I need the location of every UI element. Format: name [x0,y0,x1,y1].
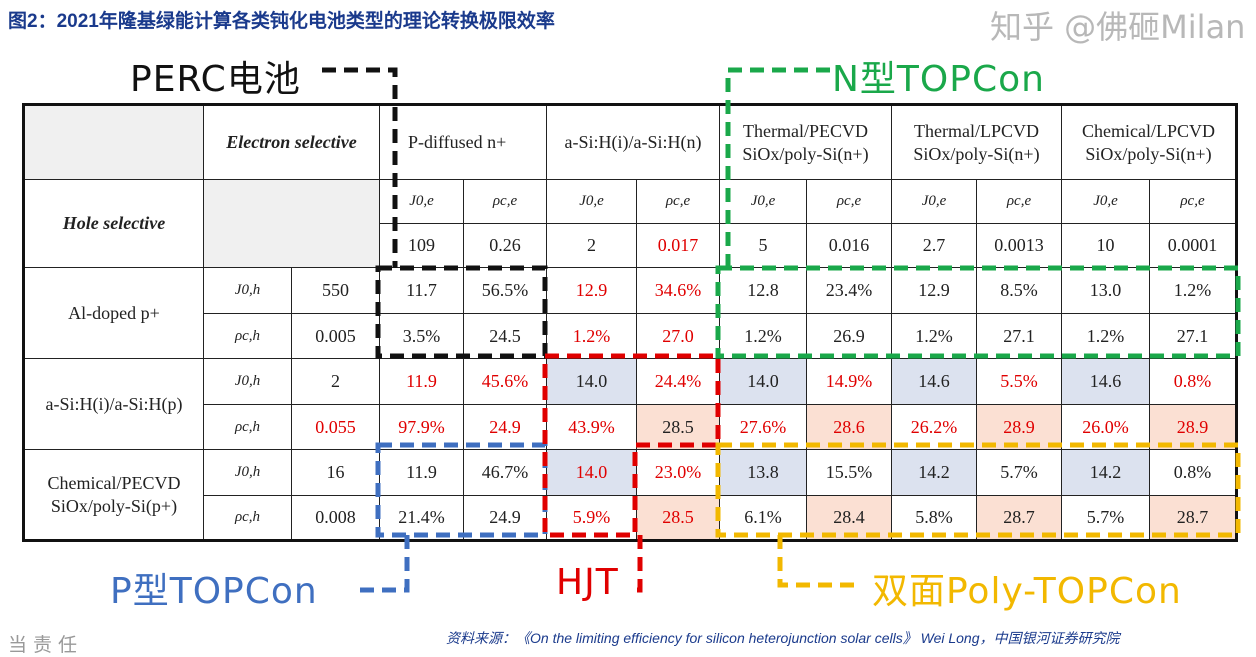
table-row: Al-doped p+ J0,h 550 11.7 56.5% 12.9 34.6% 12.8… [23,267,1237,359]
result-cell: 13.0 [1061,267,1150,314]
result-cell: 24.5 [463,313,547,359]
result-cell: 11.7 [379,267,464,314]
result-cell: 1.2% [546,313,637,359]
table-row: ρc,h 0.005 3.5% 24.5 1.2% 27.0 1.2% 26.9 1.2% 27.… [24,313,1237,359]
column-header: P-diffused n+ [379,104,547,180]
hole-layer-name: Chemical/PECVD SiOx/poly-Si(p+) [23,449,204,541]
result-cell: 46.7% [463,449,547,496]
column-header: Chemical/LPCVD SiOx/poly-Si(n+) [1061,104,1237,180]
j0h-label: J0,h [203,449,292,496]
j0e-header: J0,e [546,179,637,224]
column-header: Thermal/LPCVD SiOx/poly-Si(n+) [891,104,1062,180]
table-row: ρc,h 0.055 97.9% 24.9 43.9% 28.5 27.6% 28.6 26.2… [24,404,1237,450]
result-cell: 97.9% [379,404,464,450]
result-cell: 13.8 [719,449,807,496]
rho-e-header: ρc,e [976,179,1062,224]
hole-layer-name: Al-doped p+ [23,267,204,359]
bifacial-box [715,442,1241,588]
hole-layer-name: a-Si:H(i)/a-Si:H(p) [23,358,204,450]
j0h-label: J0,h [203,267,292,314]
watermark: 知乎 @佛砸Milan [990,8,1246,46]
result-cell: 12.9 [891,267,977,314]
corner-cell [23,104,204,180]
efficiency-table: Electron selective P-diffused n+ a-Si:H(… [22,103,1238,542]
result-cell: 5.7% [976,449,1062,496]
result-cell: 28.5 [636,404,720,450]
electron-param-value: 0.0013 [976,223,1062,268]
result-cell: 14.0 [546,358,637,405]
ptopcon-box [355,442,548,593]
result-cell: 43.9% [546,404,637,450]
j0e-header: J0,e [891,179,977,224]
result-cell: 0.8% [1149,449,1237,496]
p-topcon-label: P型TOPCon [110,571,318,612]
bifacial-topcon-label: 双面Poly-TOPCon [872,571,1182,612]
rho-h-label: ρc,h [203,495,292,541]
result-cell: 24.4% [636,358,720,405]
result-cell: 28.9 [976,404,1062,450]
side-text: 当责任 [8,634,84,656]
hole-param-value: 0.055 [291,404,380,450]
n-topcon-label: N型TOPCon [832,59,1045,100]
j0e-header: J0,e [719,179,807,224]
result-cell: 14.2 [891,449,977,496]
result-cell: 26.9 [806,313,892,359]
result-cell: 34.6% [636,267,720,314]
result-cell: 1.2% [1061,313,1150,359]
hjt-box [542,353,721,593]
result-cell: 1.2% [891,313,977,359]
blank-cell [203,179,380,268]
electron-param-value: 0.0001 [1149,223,1237,268]
result-cell: 27.1 [1149,313,1237,359]
hole-param-value: 550 [291,267,380,314]
result-cell: 27.1 [976,313,1062,359]
result-cell: 56.5% [463,267,547,314]
result-cell: 28.6 [806,404,892,450]
result-cell: 23.4% [806,267,892,314]
figure-title: 图2：2021年隆基绿能计算各类钝化电池类型的理论转换极限效率 [8,11,555,32]
perc-label: PERC电池 [130,59,301,100]
source-note: 资料来源：《On the limiting efficiency for sil… [446,630,1120,646]
rho-h-label: ρc,h [203,404,292,450]
result-cell: 8.5% [976,267,1062,314]
result-cell: 45.6% [463,358,547,405]
result-cell: 14.9% [806,358,892,405]
result-cell: 26.2% [891,404,977,450]
hole-param-value: 0.008 [291,495,380,541]
result-cell: 28.9 [1149,404,1237,450]
result-cell: 14.6 [1061,358,1150,405]
result-cell: 1.2% [1149,267,1237,314]
result-cell: 1.2% [719,313,807,359]
rho-e-header: ρc,e [806,179,892,224]
electron-param-value: 2.7 [891,223,977,268]
perc-box [322,67,548,359]
result-cell: 14.0 [546,449,637,496]
hole-selective-header: Hole selective [23,179,204,268]
result-cell: 26.0% [1061,404,1150,450]
result-cell: 14.6 [891,358,977,405]
hole-param-value: 0.005 [291,313,380,359]
table-row: a-Si:H(i)/a-Si:H(p) J0,h 2 11.9 45.6% 14.0 24.… [23,358,1237,450]
ntopcon-box [715,67,1241,359]
result-cell: 14.0 [719,358,807,405]
electron-param-value: 2 [546,223,637,268]
result-cell: 0.8% [1149,358,1237,405]
hjt-label: HJT [556,562,619,603]
result-cell: 14.2 [1061,449,1150,496]
result-cell: 27.0 [636,313,720,359]
rho-e-header: ρc,e [463,179,547,224]
result-cell: 11.9 [379,358,464,405]
result-cell: 5.5% [976,358,1062,405]
hole-param-value: 16 [291,449,380,496]
